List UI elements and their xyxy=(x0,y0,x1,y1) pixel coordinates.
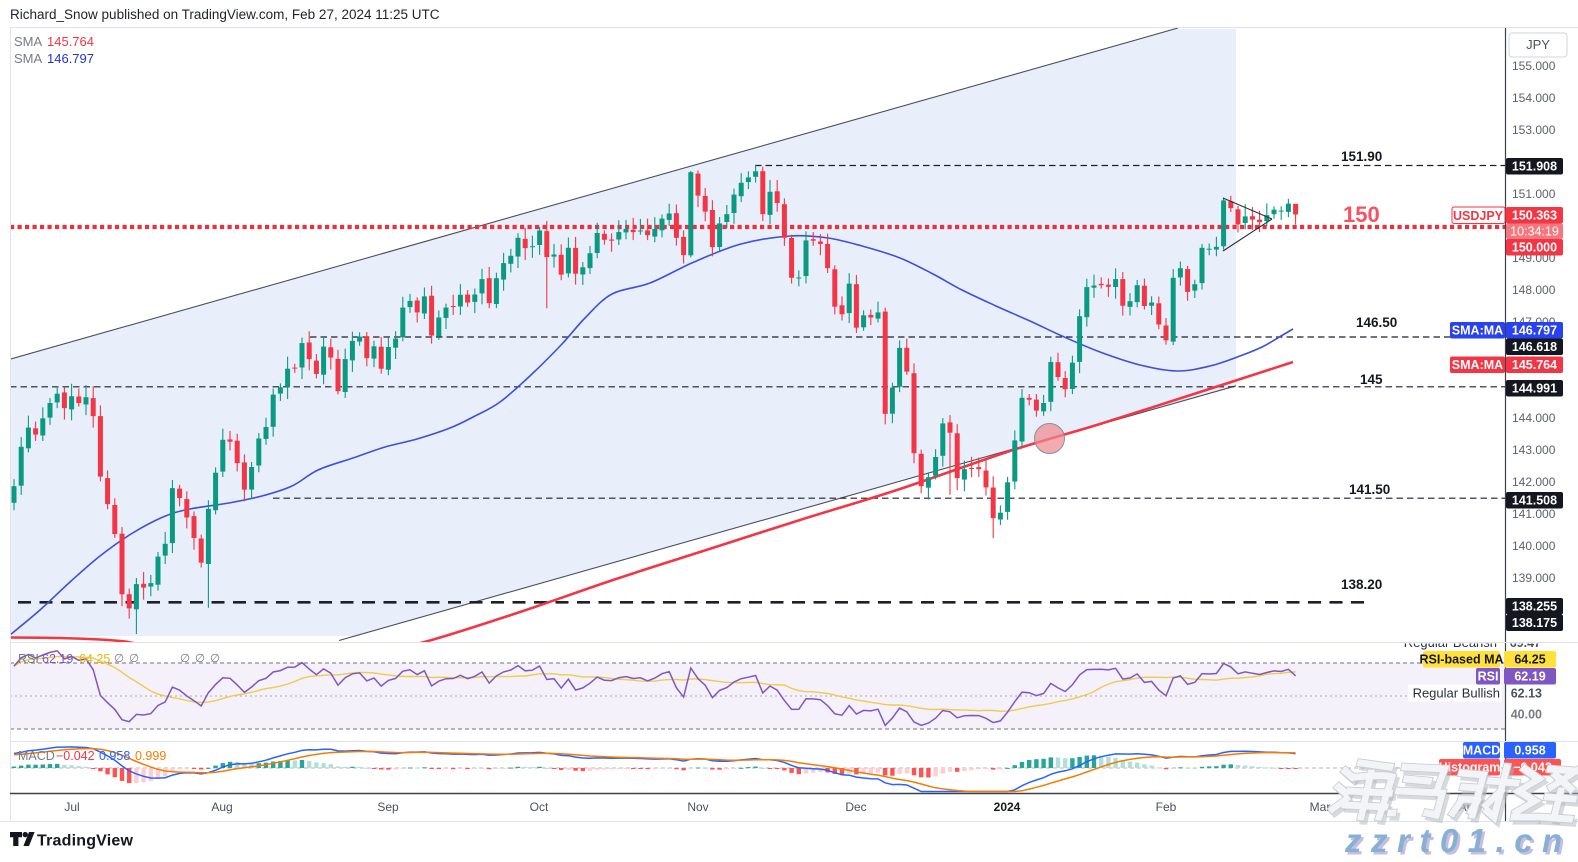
svg-text:SMA: SMA xyxy=(14,34,43,49)
svg-text:10:34:19: 10:34:19 xyxy=(1510,225,1559,239)
svg-text:zzrt01.cn: zzrt01.cn xyxy=(1344,822,1572,857)
svg-text:Aug: Aug xyxy=(211,800,232,814)
svg-text:SMA:MA: SMA:MA xyxy=(1452,324,1503,338)
svg-text:155.000: 155.000 xyxy=(1512,59,1556,73)
svg-text:138.255: 138.255 xyxy=(1512,600,1557,614)
svg-text:−0.042: −0.042 xyxy=(56,749,95,763)
svg-text:Dec: Dec xyxy=(845,800,866,814)
svg-text:∅: ∅ xyxy=(195,653,205,665)
svg-text:0.958: 0.958 xyxy=(99,749,130,763)
svg-text:zzrt01.cn: zzrt01.cn xyxy=(1347,825,1575,858)
svg-text:MACD: MACD xyxy=(1463,744,1501,758)
svg-text:Regular Bearish: Regular Bearish xyxy=(1404,635,1497,650)
svg-text:0.958: 0.958 xyxy=(1514,744,1545,758)
svg-text:64.25: 64.25 xyxy=(79,652,110,666)
svg-text:153.000: 153.000 xyxy=(1512,123,1556,137)
svg-text:64.25: 64.25 xyxy=(1514,653,1545,667)
svg-text:SMA:MA: SMA:MA xyxy=(1452,358,1503,372)
svg-text:Jul: Jul xyxy=(64,800,79,814)
svg-text:Nov: Nov xyxy=(687,800,708,814)
svg-text:145.764: 145.764 xyxy=(1512,358,1557,372)
svg-text:146.797: 146.797 xyxy=(47,51,94,66)
svg-text:145.764: 145.764 xyxy=(47,34,94,49)
svg-text:146.50: 146.50 xyxy=(1356,315,1397,330)
svg-text:144.000: 144.000 xyxy=(1512,411,1556,425)
svg-text:Mar: Mar xyxy=(1310,800,1331,814)
svg-text:138.20: 138.20 xyxy=(1341,577,1382,592)
svg-text:141.50: 141.50 xyxy=(1349,482,1390,497)
svg-text:Feb: Feb xyxy=(1156,800,1177,814)
svg-text:∅: ∅ xyxy=(129,653,139,665)
svg-text:139.000: 139.000 xyxy=(1512,571,1556,585)
svg-text:151.000: 151.000 xyxy=(1512,187,1556,201)
svg-text:141.000: 141.000 xyxy=(1512,507,1556,521)
svg-text:RSI-based MA: RSI-based MA xyxy=(1419,653,1503,667)
svg-text:141.508: 141.508 xyxy=(1512,494,1557,508)
svg-text:154.000: 154.000 xyxy=(1512,91,1556,105)
svg-text:∅: ∅ xyxy=(180,653,190,665)
svg-text:62.19: 62.19 xyxy=(1514,670,1545,684)
svg-text:RSI: RSI xyxy=(1478,670,1499,684)
svg-text:150.363: 150.363 xyxy=(1512,209,1557,223)
svg-text:143.000: 143.000 xyxy=(1512,443,1556,457)
svg-text:0.999: 0.999 xyxy=(135,749,166,763)
svg-text:142.000: 142.000 xyxy=(1512,475,1556,489)
svg-text:146.797: 146.797 xyxy=(1512,324,1557,338)
svg-text:62.13: 62.13 xyxy=(1511,687,1542,701)
svg-text:RSI: RSI xyxy=(18,652,39,666)
svg-text:151.908: 151.908 xyxy=(1512,160,1557,174)
svg-text:MACD: MACD xyxy=(18,749,55,763)
svg-text:USDJPY: USDJPY xyxy=(1453,209,1504,223)
svg-text:TradingView: TradingView xyxy=(37,833,134,850)
svg-text:150.000: 150.000 xyxy=(1512,241,1557,255)
svg-text:2024: 2024 xyxy=(994,800,1021,814)
svg-text:∅: ∅ xyxy=(114,653,124,665)
svg-text:69.47: 69.47 xyxy=(1510,636,1541,650)
svg-text:62.19: 62.19 xyxy=(42,652,73,666)
svg-text:145: 145 xyxy=(1360,372,1383,387)
svg-text:150: 150 xyxy=(1343,202,1380,227)
svg-text:∅: ∅ xyxy=(210,653,220,665)
svg-text:138.175: 138.175 xyxy=(1512,616,1557,630)
svg-text:Richard_Snow published on Trad: Richard_Snow published on TradingView.co… xyxy=(10,7,440,22)
svg-text:144.991: 144.991 xyxy=(1512,382,1557,396)
svg-text:SMA: SMA xyxy=(14,51,43,66)
svg-text:140.000: 140.000 xyxy=(1512,539,1556,553)
svg-text:Oct: Oct xyxy=(530,800,549,814)
svg-text:40.00: 40.00 xyxy=(1511,708,1542,722)
svg-text:Regular Bullish: Regular Bullish xyxy=(1413,686,1500,701)
svg-text:148.000: 148.000 xyxy=(1512,283,1556,297)
svg-text:Sep: Sep xyxy=(377,800,399,814)
svg-text:146.618: 146.618 xyxy=(1512,340,1557,354)
svg-text:JPY: JPY xyxy=(1526,37,1550,52)
svg-text:151.90: 151.90 xyxy=(1341,149,1382,164)
